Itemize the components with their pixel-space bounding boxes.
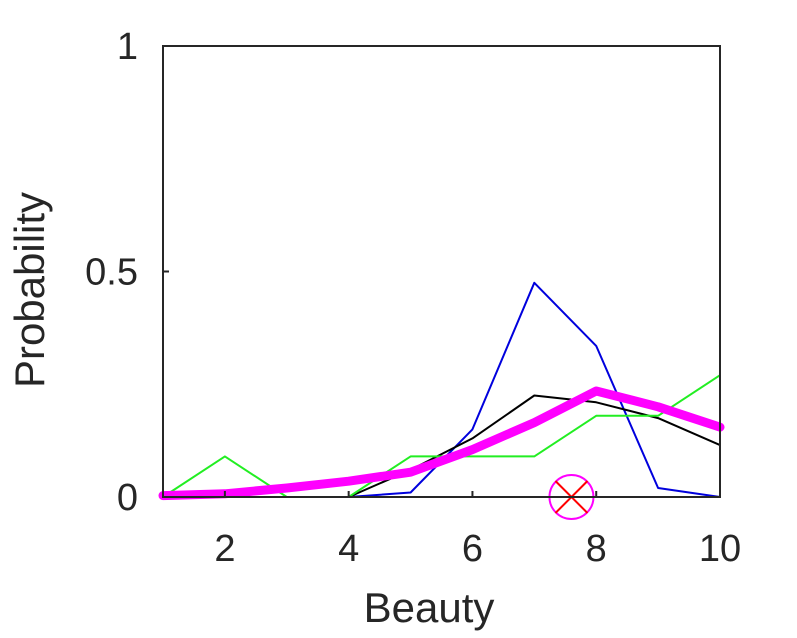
y-tick-label: 1 — [117, 26, 138, 68]
y-tick-label: 0 — [117, 477, 138, 519]
series-line-4 — [158, 386, 725, 501]
x-tick-label: 10 — [699, 528, 741, 570]
x-axis-title: Beauty — [364, 584, 495, 631]
x-tick-layer: 2 4 6 8 10 — [214, 491, 741, 570]
x-tick-label: 8 — [586, 528, 607, 570]
x-tick-label: 6 — [462, 528, 483, 570]
x-tick-label: 2 — [214, 528, 235, 570]
y-tick-label: 0.5 — [85, 252, 138, 294]
y-tick-layer: 00.51 — [85, 26, 169, 519]
x-tick-label: 4 — [338, 528, 359, 570]
plot-background — [163, 46, 720, 497]
y-axis-title: Probability — [6, 192, 53, 388]
